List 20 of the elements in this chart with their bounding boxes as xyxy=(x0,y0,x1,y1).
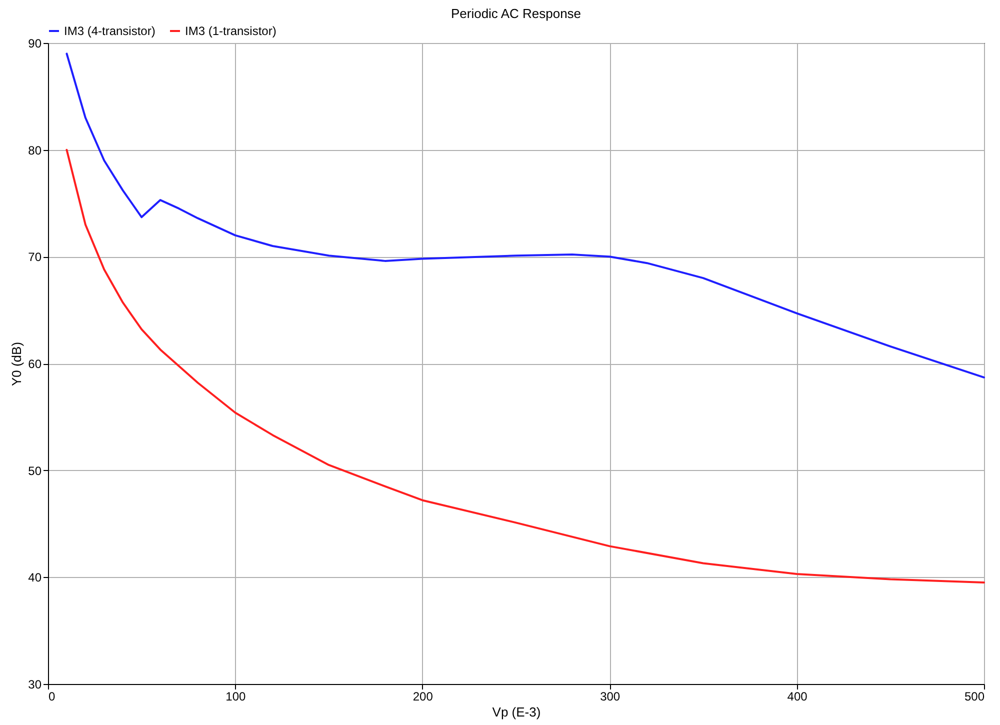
line-series xyxy=(66,148,985,584)
y-tick-label: 40 xyxy=(28,570,42,585)
y-tick-label: 70 xyxy=(28,250,42,264)
legend-label: IM3 (1-transistor) xyxy=(185,24,276,38)
y-tick-label: 80 xyxy=(28,143,42,158)
x-axis-title: Vp (E-3) xyxy=(492,704,541,720)
x-tick-label: 500 xyxy=(964,690,985,704)
x-tick-label: 300 xyxy=(600,690,620,704)
legend-label: IM3 (4-transistor) xyxy=(64,24,156,38)
x-tick-label: 400 xyxy=(787,690,808,704)
x-tick-label: 100 xyxy=(226,690,246,704)
y-tick-label: 60 xyxy=(28,357,42,371)
y-tick-label: 30 xyxy=(28,678,42,692)
y-tick-label: 50 xyxy=(28,464,42,478)
y-tick-label: 90 xyxy=(28,36,42,50)
chart-title: Periodic AC Response xyxy=(450,6,582,21)
line-series xyxy=(66,52,985,378)
x-tick-label: 200 xyxy=(412,690,434,704)
x-tick-label: 0 xyxy=(48,690,56,704)
y-axis-title: Y0 (dB) xyxy=(9,342,24,386)
